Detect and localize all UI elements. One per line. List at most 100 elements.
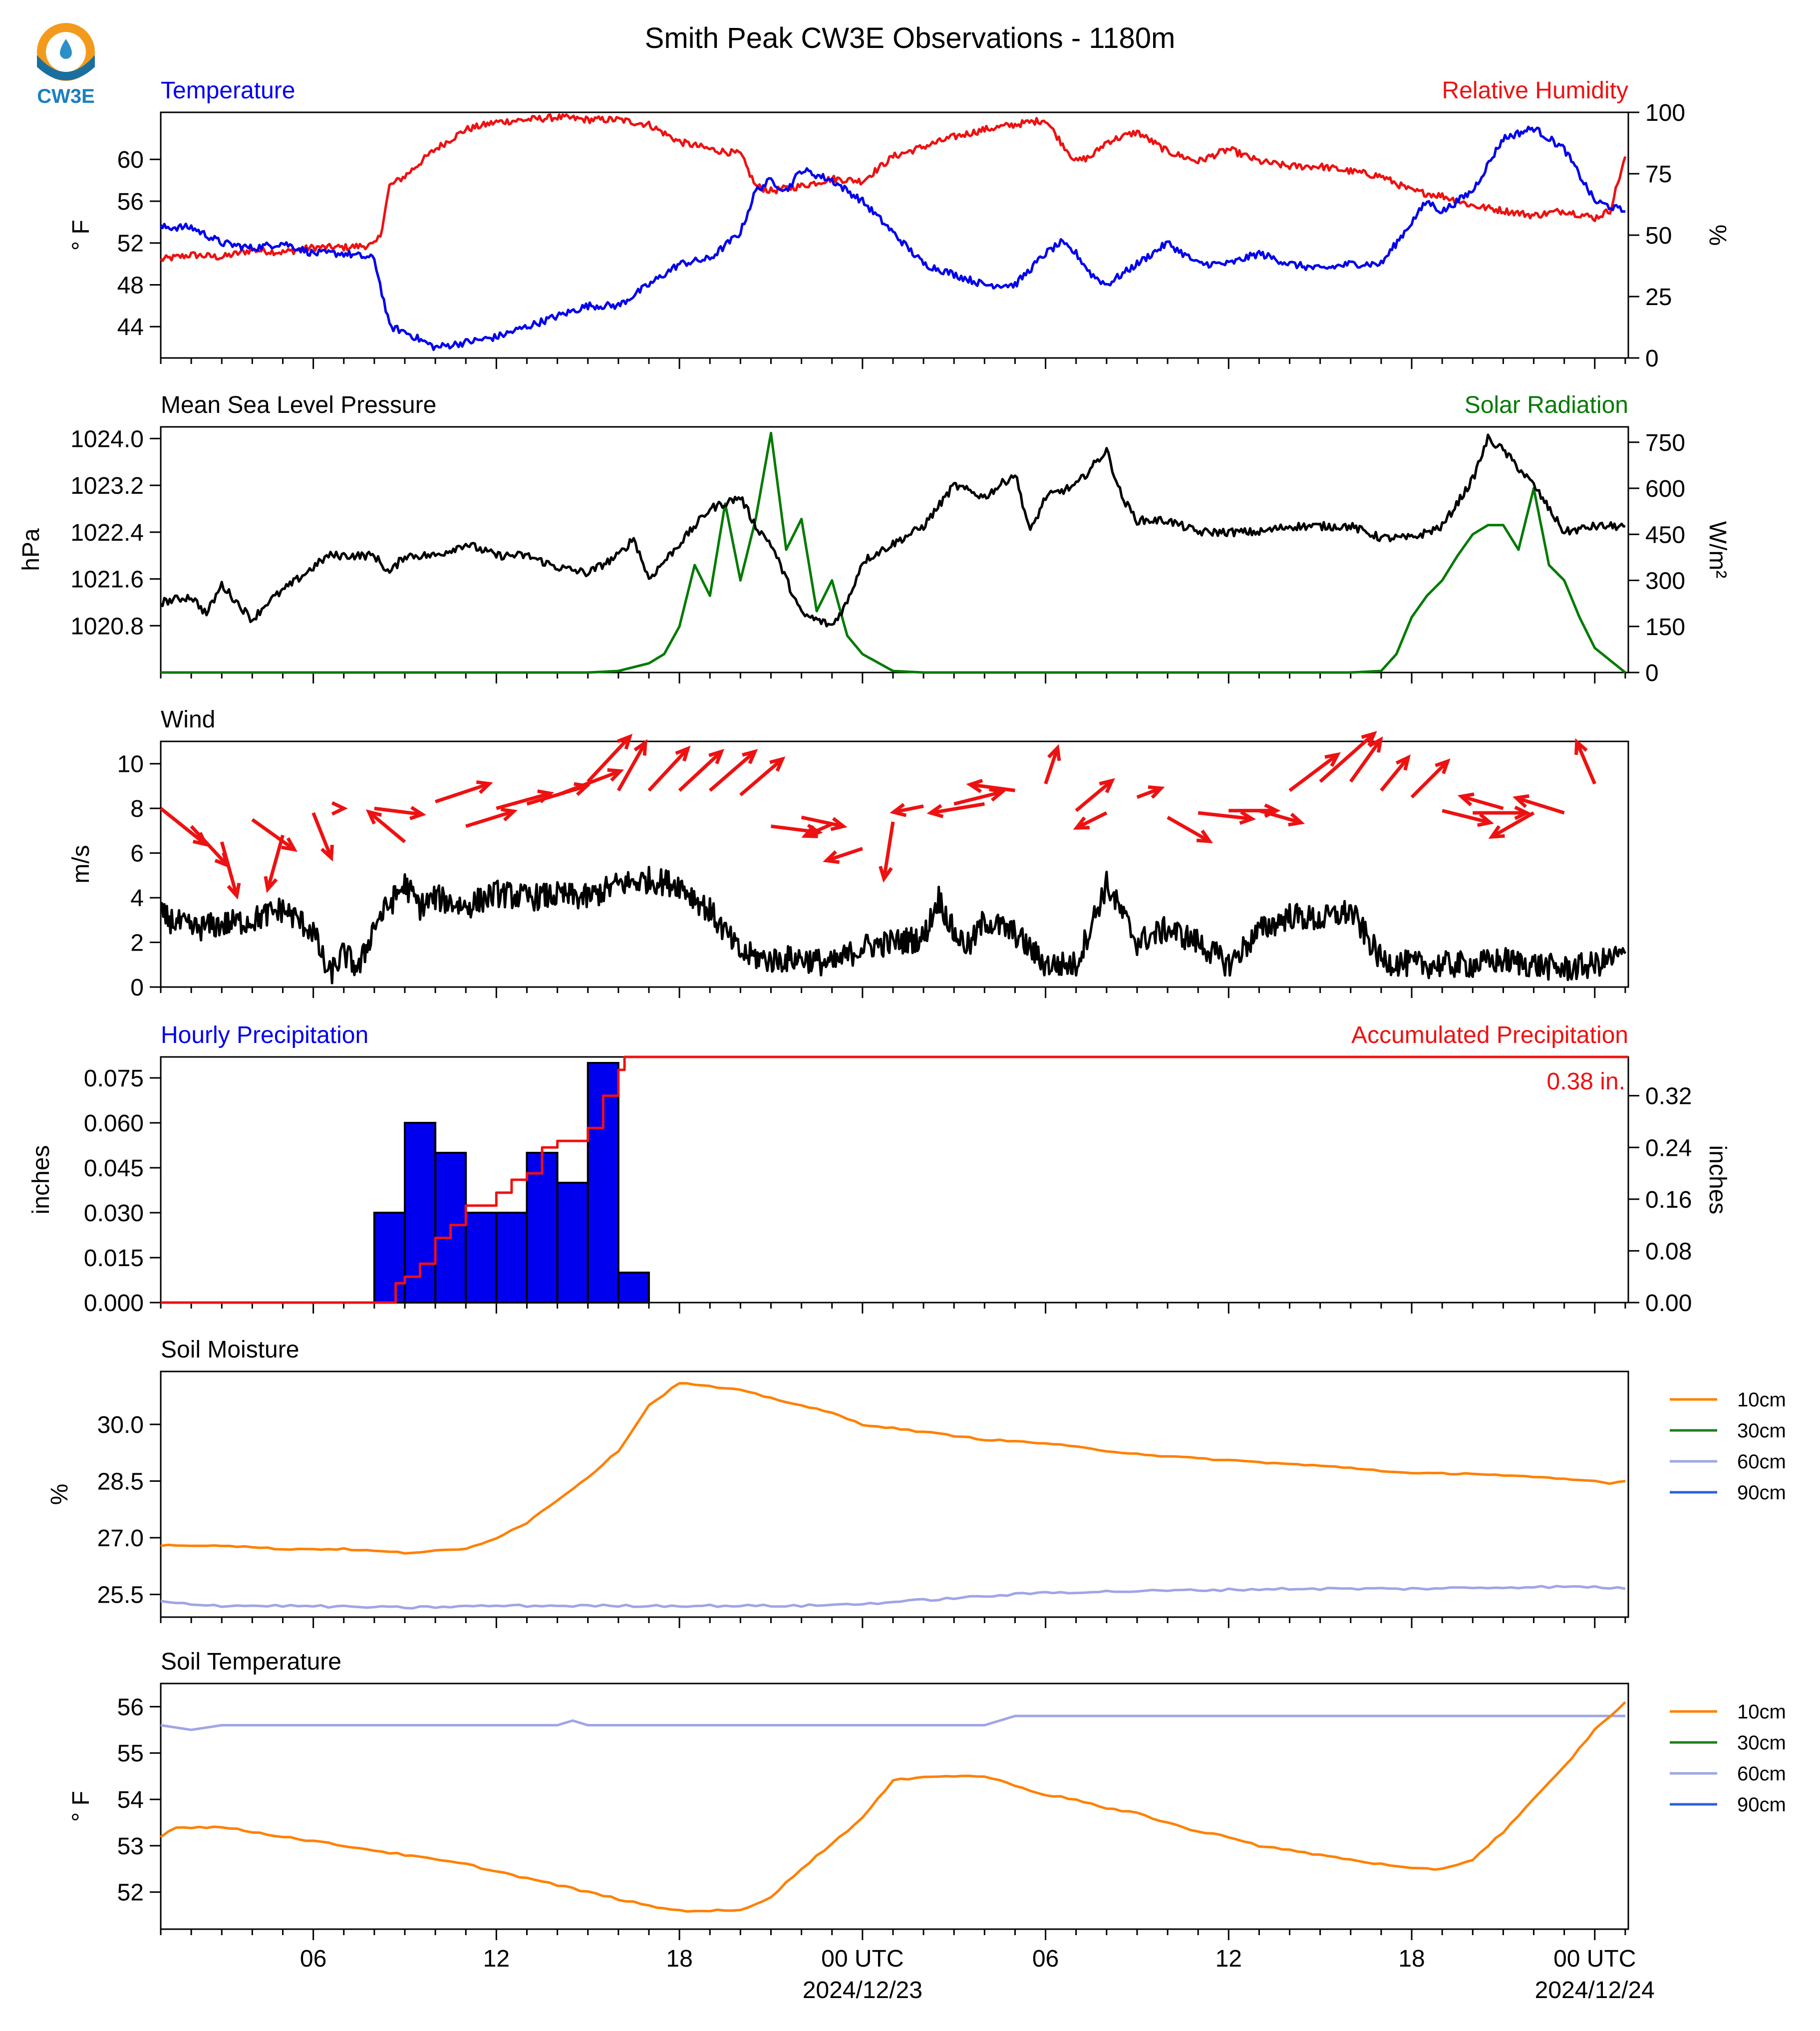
wind-arrow-head bbox=[1239, 810, 1256, 825]
logo-text: CW3E bbox=[37, 85, 95, 104]
rh-series-line bbox=[160, 113, 1627, 262]
soil_temp-legend-label: 90cm bbox=[1737, 1794, 1786, 1816]
wind-left-title: Wind bbox=[161, 706, 215, 733]
precip-ytick-label: 0.030 bbox=[84, 1200, 144, 1227]
temp_rh-ytick-label: 52 bbox=[117, 231, 144, 257]
precip-ytick-label: 0.060 bbox=[84, 1110, 144, 1137]
wind-arrow-head bbox=[1514, 805, 1531, 820]
wind-arrow-head bbox=[1361, 731, 1377, 746]
wind-arrow bbox=[374, 806, 423, 816]
x-tick-label: 18 bbox=[666, 1946, 692, 1972]
pressure_solar-ytick-label: 1021.6 bbox=[70, 567, 144, 593]
wind-arrow-head bbox=[617, 733, 633, 750]
wind-arrow-head bbox=[365, 809, 382, 825]
soil_moisture-ytick-label: 28.5 bbox=[97, 1469, 144, 1495]
wind-arrow bbox=[969, 782, 1015, 792]
soil_moisture-legend-label: 60cm bbox=[1737, 1451, 1786, 1473]
wind-ytick-label: 2 bbox=[130, 930, 144, 957]
temp_rh-ytick-right-label: 75 bbox=[1645, 161, 1672, 188]
precip-right-unit: inches bbox=[1704, 1145, 1731, 1215]
wind-ytick-label: 10 bbox=[117, 751, 144, 778]
wind-frame bbox=[160, 740, 1629, 988]
wind-arrow bbox=[1461, 794, 1504, 810]
pressure_solar-ytick-label: 1022.4 bbox=[70, 520, 144, 546]
soil_temp-legend-label: 60cm bbox=[1737, 1763, 1786, 1785]
temp_rh-ytick-label: 48 bbox=[117, 272, 144, 299]
wind-arrow bbox=[220, 841, 239, 897]
wind-arrow-head bbox=[769, 756, 786, 772]
wind-arrow-head bbox=[500, 807, 518, 822]
wind-arrow-head bbox=[633, 739, 647, 756]
pressure_solar-ytick-right-label: 300 bbox=[1645, 568, 1685, 595]
wind-arrow-head bbox=[1477, 813, 1494, 827]
wind-arrow bbox=[826, 847, 863, 863]
x-tick-label: 18 bbox=[1398, 1946, 1425, 1972]
solar-series-line bbox=[161, 431, 1626, 674]
wind-arrow bbox=[159, 807, 207, 846]
soil_temp-ytick-label: 53 bbox=[117, 1833, 144, 1860]
pressure_solar-ytick-right-label: 0 bbox=[1645, 660, 1659, 686]
wind-arrow bbox=[882, 821, 895, 879]
wind-arrow-head bbox=[801, 825, 818, 838]
wind-arrow bbox=[1380, 756, 1410, 792]
wind-arrow bbox=[1198, 811, 1252, 821]
pressure_solar-ytick-right-label: 150 bbox=[1645, 614, 1685, 641]
wind-arrow-head bbox=[1196, 829, 1213, 844]
x-tick-label: 00 UTC bbox=[1553, 1946, 1636, 1972]
wind-arrow-head bbox=[1457, 792, 1475, 807]
cw3e-logo: CW3E bbox=[31, 19, 101, 107]
soil_temp-ytick-label: 56 bbox=[117, 1694, 144, 1720]
wind-arrow-head bbox=[1324, 752, 1341, 767]
soil_temp-frame bbox=[160, 1683, 1629, 1930]
precip-bar bbox=[465, 1212, 498, 1304]
wind-arrow-head bbox=[1574, 738, 1588, 755]
wind-arrow bbox=[804, 822, 833, 838]
precip-bar bbox=[373, 1212, 406, 1304]
temp_rh-left-title: Temperature bbox=[161, 77, 295, 104]
wind-arrow bbox=[1258, 809, 1302, 825]
temp_rh-ytick-right-label: 0 bbox=[1645, 345, 1659, 372]
precip-ytick-label: 0.015 bbox=[84, 1245, 144, 1272]
x-tick-label: 00 UTC bbox=[821, 1946, 904, 1972]
soil_moisture-ytick-label: 27.0 bbox=[97, 1525, 144, 1552]
pressure_solar-ytick-label: 1024.0 bbox=[70, 426, 144, 452]
wind-arrow bbox=[1410, 760, 1449, 799]
wind-arrow-head bbox=[1512, 794, 1529, 808]
wind-arrow bbox=[1442, 809, 1491, 825]
wind-arrow bbox=[251, 818, 296, 851]
soil_moisture-legend-label: 30cm bbox=[1737, 1420, 1786, 1442]
wind-arrow bbox=[801, 815, 844, 828]
temp_rh-ytick-right-label: 25 bbox=[1645, 284, 1672, 311]
wind-arrow-head bbox=[264, 876, 278, 893]
wind-arrow-head bbox=[742, 749, 758, 764]
soil_moisture-frame bbox=[160, 1370, 1629, 1618]
wind-arrow-head bbox=[926, 804, 944, 818]
pressure_solar-ytick-right-label: 600 bbox=[1645, 476, 1685, 502]
accumulated-total-label: 0.38 in. bbox=[1547, 1068, 1625, 1095]
precip-bar bbox=[556, 1182, 589, 1304]
accumulated-precip-line bbox=[161, 1055, 1628, 1304]
wind-arrow-head bbox=[708, 748, 724, 764]
wind-arrow-head bbox=[409, 806, 426, 820]
soil_moisture-left-title: Soil Moisture bbox=[161, 1337, 299, 1363]
wind-arrow bbox=[893, 804, 924, 814]
pressure_solar-left-title: Mean Sea Level Pressure bbox=[161, 392, 436, 418]
temp_rh-right-unit: % bbox=[1704, 225, 1731, 246]
wind-arrow-head bbox=[1488, 825, 1505, 839]
temp_rh-ytick-label: 56 bbox=[117, 189, 144, 215]
precip-bar bbox=[526, 1152, 559, 1304]
pressure-series-line bbox=[160, 433, 1626, 628]
wind-arrow-head bbox=[281, 837, 298, 852]
wind-ytick-label: 4 bbox=[130, 885, 144, 912]
wind-arrow bbox=[1075, 779, 1113, 812]
wind-arrow-head bbox=[1368, 736, 1383, 753]
wind-arrow bbox=[465, 809, 515, 828]
soil_moisture-legend-label: 10cm bbox=[1737, 1389, 1786, 1411]
wind-arrow-head bbox=[890, 803, 907, 817]
wind-ytick-label: 0 bbox=[130, 975, 144, 1001]
soil-temp-60cm-line bbox=[160, 1714, 1625, 1731]
temp_rh-ytick-right-label: 100 bbox=[1645, 100, 1685, 126]
wind-arrow bbox=[367, 810, 406, 843]
x-tick-label: 12 bbox=[1215, 1946, 1242, 1972]
